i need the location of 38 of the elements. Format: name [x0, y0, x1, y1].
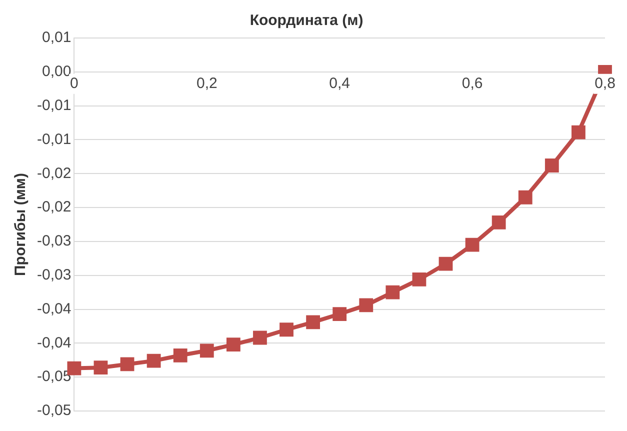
y-tick-label: 0,00 — [42, 63, 72, 80]
y-tick-label: -0,01 — [36, 130, 72, 148]
x-tick-label: 0,6 — [462, 75, 483, 92]
point — [120, 357, 134, 372]
y-tick-label: -0,05 — [36, 402, 72, 420]
y-tick-label: -0,02 — [36, 164, 72, 182]
point — [572, 125, 586, 140]
point — [94, 360, 108, 375]
y-tick-label: -0,02 — [36, 198, 72, 216]
y-tick-label: -0,01 — [36, 96, 72, 114]
point — [465, 238, 480, 252]
point — [359, 298, 374, 312]
x-tick-label: 0,8 — [594, 75, 616, 92]
x-tick-label: 0 — [70, 75, 78, 92]
point — [544, 158, 559, 172]
y-tick-label: -0,03 — [36, 232, 72, 250]
y-tick-label: -0,05 — [36, 368, 72, 386]
y-tick-label: -0,04 — [36, 334, 72, 352]
point — [173, 348, 188, 362]
y-tick-label: -0,04 — [36, 300, 72, 318]
point — [386, 285, 400, 300]
point — [306, 315, 320, 330]
point — [332, 307, 347, 321]
x-tick-label: 0,4 — [329, 75, 350, 92]
point — [518, 190, 532, 204]
point — [280, 322, 294, 337]
point — [226, 338, 240, 352]
point — [200, 344, 214, 358]
point — [412, 272, 426, 286]
y-axis-title: Прогибы (мм) — [12, 172, 30, 276]
point — [146, 354, 161, 368]
x-axis-title: Координата (м) — [250, 12, 364, 30]
point — [438, 256, 453, 271]
point — [492, 216, 506, 230]
y-tick-label: 0,01 — [42, 29, 72, 46]
x-tick-label: 0,2 — [196, 75, 218, 92]
y-tick-label: -0,03 — [36, 266, 72, 284]
point — [253, 330, 267, 345]
